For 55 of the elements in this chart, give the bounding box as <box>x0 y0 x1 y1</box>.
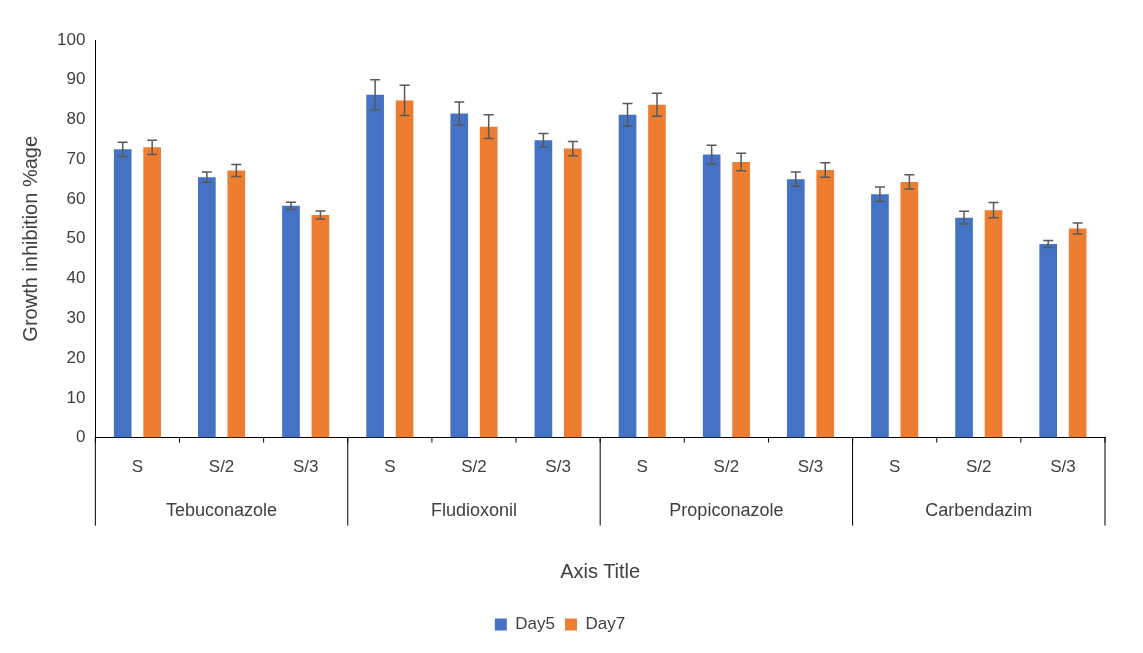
x-tick-label: S <box>888 457 901 477</box>
x-tick-label: S <box>384 457 396 477</box>
bar <box>732 162 750 438</box>
bar <box>113 149 132 438</box>
bar <box>534 140 553 438</box>
bar <box>311 214 330 438</box>
y-axis-title: Growth inhibition %age <box>18 135 41 342</box>
bar <box>282 205 300 438</box>
y-tick-label: 50 <box>66 228 86 248</box>
bar <box>900 181 919 438</box>
y-tick-label: 40 <box>66 268 86 288</box>
y-tick-label: 80 <box>66 109 86 129</box>
y-tick-label: 10 <box>66 387 86 407</box>
x-tick-label: S/2 <box>208 457 235 477</box>
bar <box>564 148 582 438</box>
x-tick-label: S/2 <box>713 457 740 477</box>
text: Fludioxonil <box>430 499 517 520</box>
bar <box>395 100 414 438</box>
bar <box>1039 243 1058 438</box>
y-tick-label: 20 <box>66 347 86 367</box>
y-tick-label: 70 <box>66 148 86 168</box>
bar <box>618 114 637 438</box>
y-tick-label: 30 <box>66 308 86 328</box>
bar <box>198 177 216 438</box>
text: Propiconazole <box>669 499 784 520</box>
x-tick-label: S/2 <box>461 457 487 477</box>
bar <box>227 170 246 438</box>
bar <box>816 170 835 438</box>
x-tick-label: S <box>636 457 648 477</box>
x-tick-label: S <box>131 457 144 477</box>
bar <box>702 154 721 438</box>
x-tick-label: S/3 <box>545 457 571 477</box>
legend-label: Day7 <box>585 614 626 634</box>
bar <box>366 94 384 438</box>
x-tick-label: S/3 <box>797 457 824 477</box>
y-tick-label: 60 <box>66 188 86 208</box>
bar <box>1068 228 1087 438</box>
x-tick-label: S/3 <box>1050 457 1076 477</box>
y-tick-label: 90 <box>66 69 86 89</box>
bar <box>786 179 805 438</box>
bar <box>143 147 161 438</box>
bar <box>479 126 498 438</box>
x-tick-label: S/2 <box>966 457 992 477</box>
bar <box>955 217 973 438</box>
y-tick-label: 0 <box>75 427 86 447</box>
y-tick-label: 100 <box>56 29 86 49</box>
x-tick-label: S/3 <box>292 457 319 477</box>
text: Carbendazim <box>925 499 1033 520</box>
x-axis-title: Axis Title <box>560 559 641 582</box>
bar <box>648 104 666 438</box>
bar <box>984 210 1003 438</box>
text: Tebuconazole <box>166 499 278 520</box>
bar <box>450 113 469 438</box>
bar <box>871 194 889 438</box>
legend-label: Day5 <box>515 614 555 634</box>
